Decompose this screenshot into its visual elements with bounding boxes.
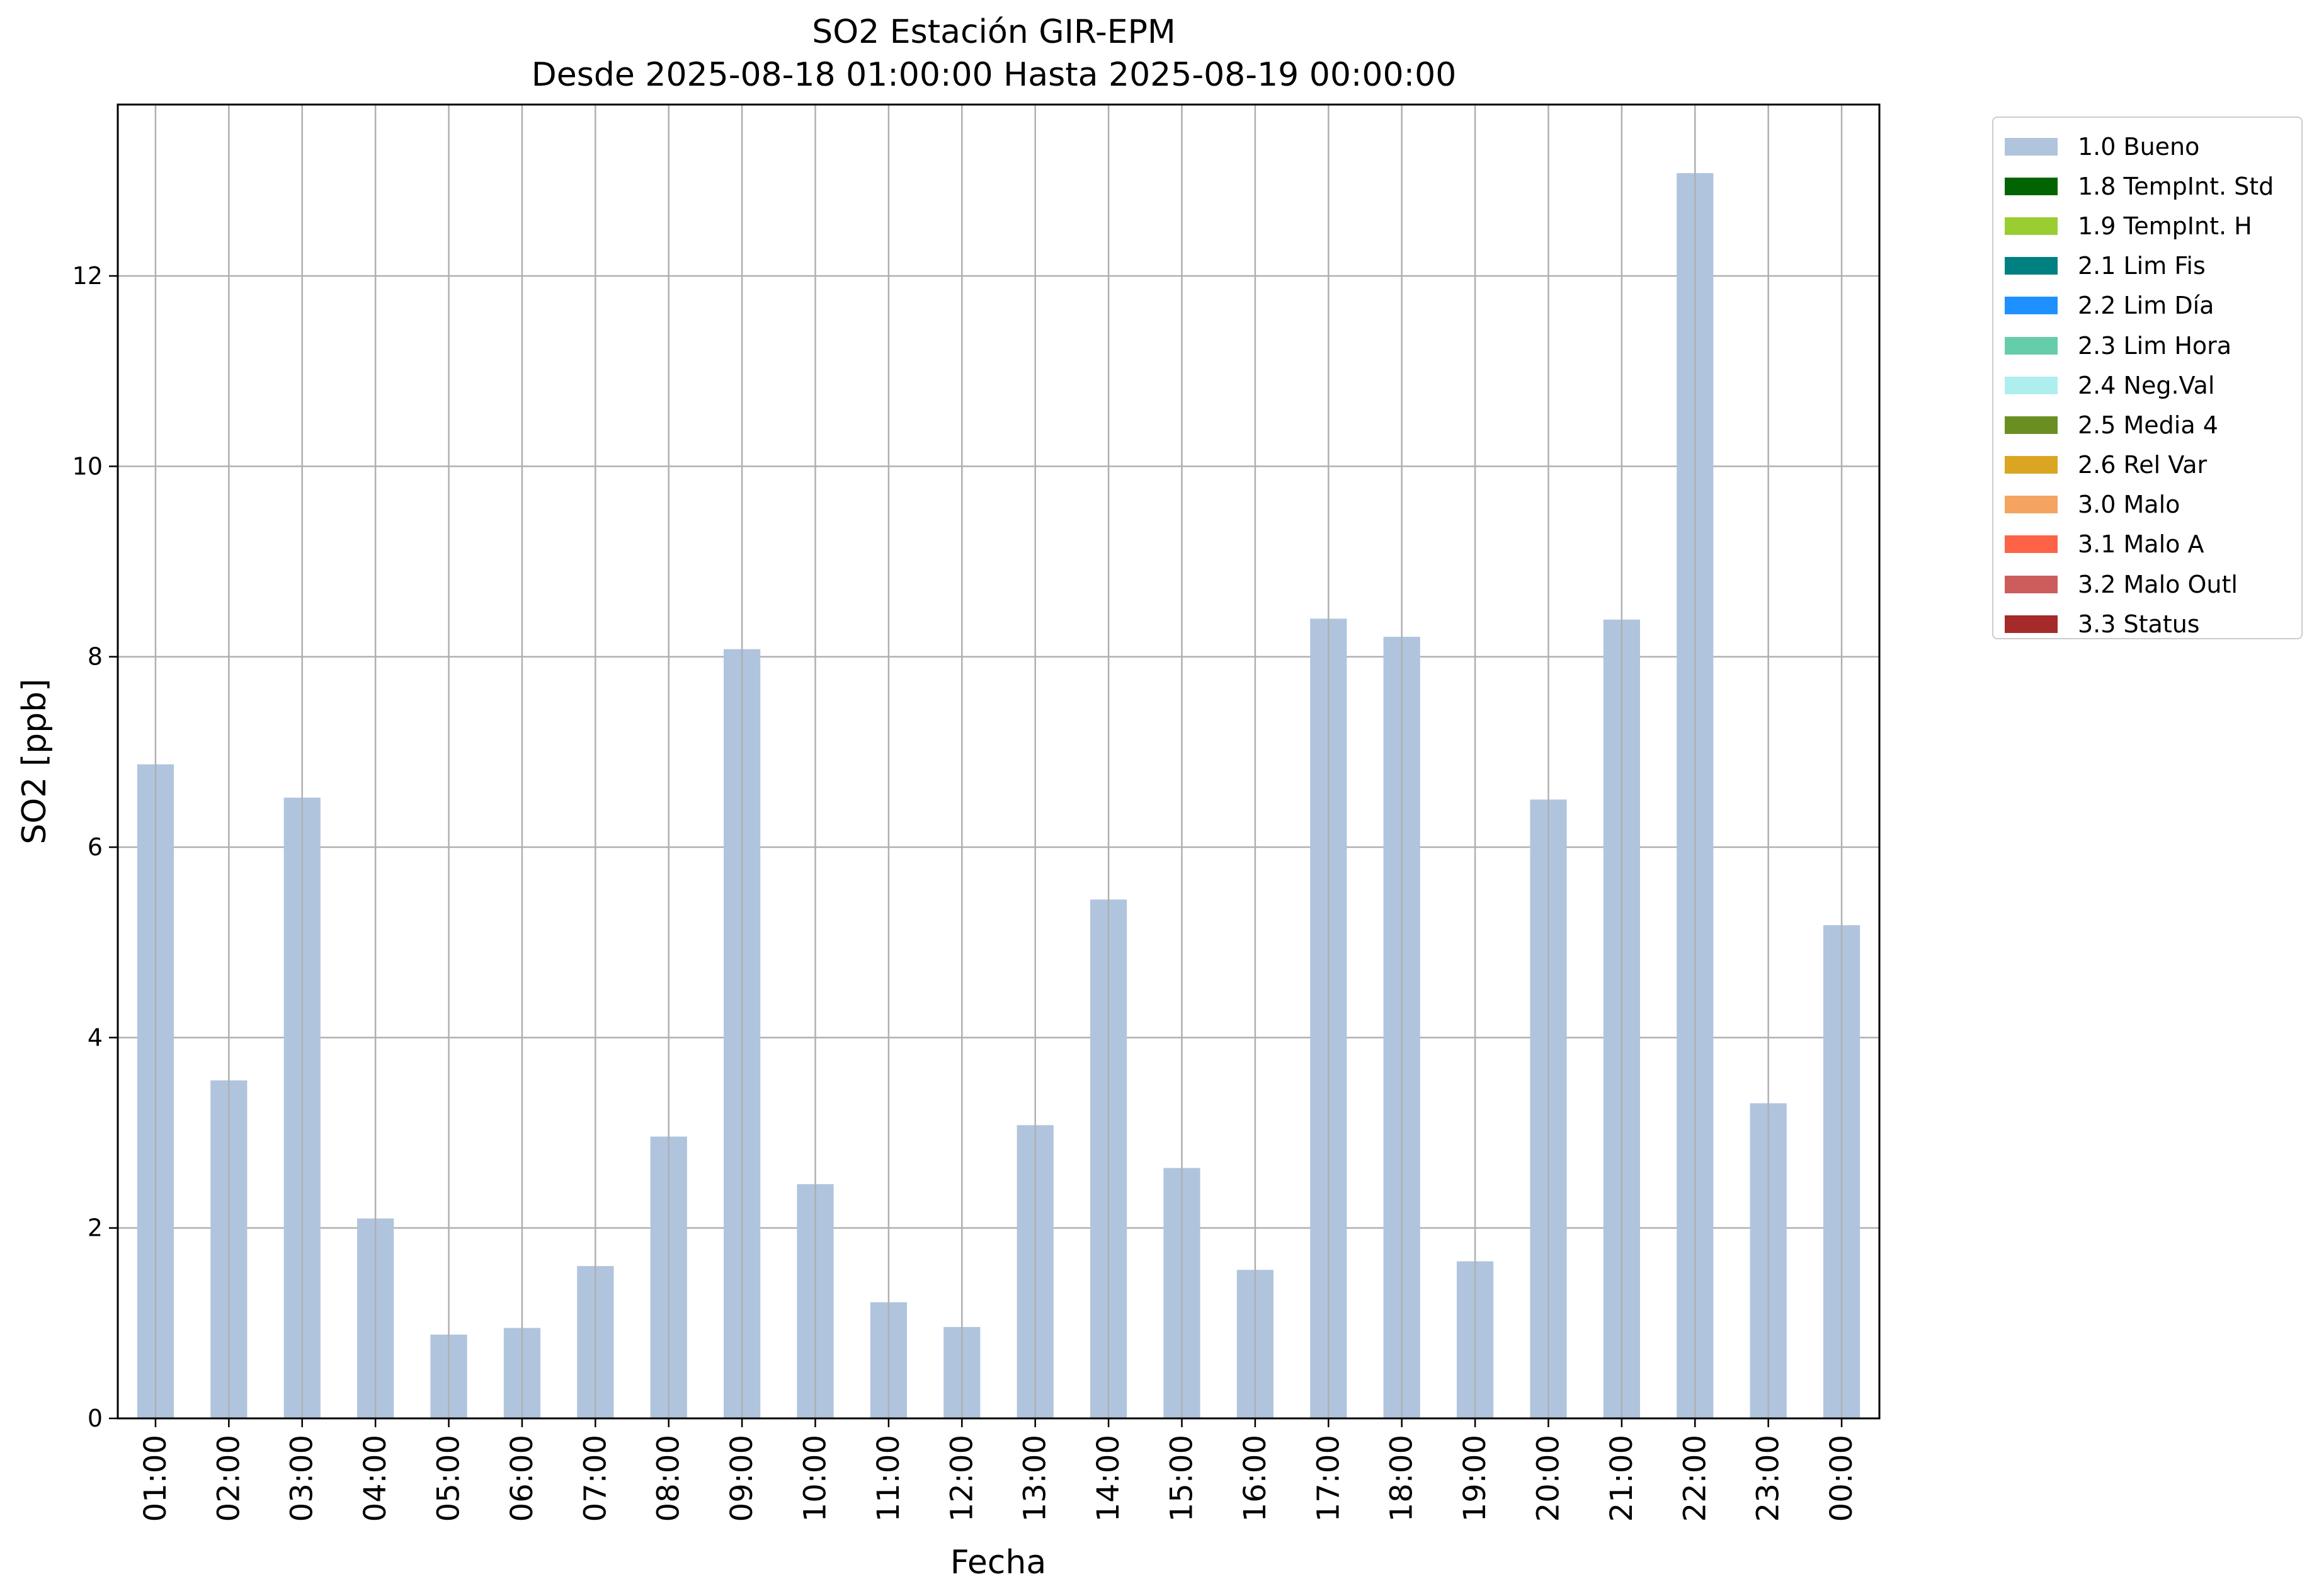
legend-label: 3.3 Status xyxy=(2078,610,2200,638)
legend-label: 3.1 Malo A xyxy=(2078,530,2204,559)
legend: 1.0 Bueno 1.8 TempInt. Std 1.9 TempInt. H 2… xyxy=(1992,117,2303,639)
legend-label: 1.0 Bueno xyxy=(2078,132,2200,161)
x-axis-label: Fecha xyxy=(950,1544,1046,1582)
x-tick-label: 05:00 xyxy=(431,1435,467,1522)
legend-item: 1.0 Bueno xyxy=(1993,127,2301,166)
y-tick-label: 2 xyxy=(88,1214,103,1242)
y-tick-label: 0 xyxy=(88,1405,103,1432)
y-tick-label: 12 xyxy=(72,262,103,290)
legend-swatch xyxy=(2005,217,2058,235)
legend-label: 3.0 Malo xyxy=(2078,491,2180,519)
y-axis-ticks: 0 2 4 6 8 10 12 xyxy=(72,262,118,1432)
legend-item: 3.0 Malo xyxy=(1993,485,2301,525)
legend-swatch xyxy=(2005,376,2058,394)
vertical-gridlines xyxy=(154,105,1843,1418)
chart-title: SO2 Estación GIR-EPM xyxy=(812,13,1176,51)
x-tick-label: 06:00 xyxy=(504,1435,540,1522)
legend-swatch xyxy=(2005,177,2058,195)
x-tick-label: 17:00 xyxy=(1311,1435,1346,1522)
x-tick-label: 08:00 xyxy=(651,1435,687,1522)
legend-swatch xyxy=(2005,456,2058,474)
x-tick-label: 19:00 xyxy=(1457,1435,1493,1522)
legend-item: 1.9 TempInt. H xyxy=(1993,206,2301,246)
grid xyxy=(118,275,1879,1420)
legend-item: 2.2 Lim Día xyxy=(1993,286,2301,326)
legend-item: 2.3 Lim Hora xyxy=(1993,326,2301,365)
x-tick-label: 01:00 xyxy=(138,1435,173,1522)
x-tick-label: 12:00 xyxy=(944,1435,979,1522)
legend-swatch xyxy=(2005,137,2058,156)
legend-label: 2.2 Lim Día xyxy=(2078,292,2214,320)
legend-item: 3.1 Malo A xyxy=(1993,525,2301,564)
legend-label: 1.9 TempInt. H xyxy=(2078,212,2252,240)
x-tick-label: 09:00 xyxy=(724,1435,760,1522)
legend-label: 2.5 Media 4 xyxy=(2078,411,2218,439)
legend-swatch xyxy=(2005,496,2058,514)
legend-label: 1.8 TempInt. Std xyxy=(2078,172,2274,200)
y-tick-label: 4 xyxy=(88,1023,103,1051)
legend-item: 2.6 Rel Var xyxy=(1993,445,2301,485)
legend-swatch xyxy=(2005,416,2058,434)
x-tick-label: 14:00 xyxy=(1091,1435,1126,1522)
x-tick-label: 04:00 xyxy=(358,1435,393,1522)
x-tick-label: 02:00 xyxy=(211,1435,246,1522)
x-tick-label: 11:00 xyxy=(871,1435,906,1522)
x-tick-label: 18:00 xyxy=(1384,1435,1420,1522)
legend-item: 2.5 Media 4 xyxy=(1993,405,2301,445)
x-axis-ticks: 01:00 02:00 03:00 04:00 05:00 06:00 07:00 08:00… xyxy=(138,1418,1859,1522)
x-tick-label: 16:00 xyxy=(1238,1435,1273,1522)
x-tick-label: 20:00 xyxy=(1530,1435,1566,1522)
x-tick-label: 00:00 xyxy=(1824,1435,1859,1522)
legend-swatch xyxy=(2005,535,2058,554)
y-tick-label: 6 xyxy=(88,833,103,861)
x-tick-label: 22:00 xyxy=(1677,1435,1712,1522)
legend-item: 3.2 Malo Outl xyxy=(1993,564,2301,604)
legend-label: 2.4 Neg.Val xyxy=(2078,371,2215,399)
y-axis-label: SO2 [ppb] xyxy=(16,678,54,844)
x-tick-label: 07:00 xyxy=(578,1435,613,1522)
legend-item: 2.4 Neg.Val xyxy=(1993,365,2301,405)
legend-swatch xyxy=(2005,615,2058,633)
legend-swatch xyxy=(2005,575,2058,593)
x-tick-label: 13:00 xyxy=(1018,1435,1053,1522)
plot-frame xyxy=(117,103,1881,1420)
x-tick-label: 23:00 xyxy=(1751,1435,1786,1522)
x-tick-label: 03:00 xyxy=(285,1435,320,1522)
legend-label: 2.1 Lim Fis xyxy=(2078,252,2206,280)
x-tick-label: 15:00 xyxy=(1164,1435,1199,1522)
legend-item: 2.1 Lim Fis xyxy=(1993,246,2301,286)
legend-label: 3.2 Malo Outl xyxy=(2078,570,2238,598)
chart-subtitle: Desde 2025-08-18 01:00:00 Hasta 2025-08-… xyxy=(532,56,1457,94)
legend-item: 1.8 TempInt. Std xyxy=(1993,166,2301,206)
legend-swatch xyxy=(2005,257,2058,275)
y-tick-label: 8 xyxy=(88,643,103,671)
legend-item: 3.3 Status xyxy=(1993,604,2301,644)
legend-label: 2.6 Rel Var xyxy=(2078,451,2208,479)
y-tick-label: 10 xyxy=(72,452,103,480)
legend-swatch xyxy=(2005,297,2058,315)
legend-label: 2.3 Lim Hora xyxy=(2078,331,2232,360)
legend-swatch xyxy=(2005,336,2058,355)
x-tick-label: 10:00 xyxy=(798,1435,833,1522)
x-tick-label: 21:00 xyxy=(1604,1435,1639,1522)
